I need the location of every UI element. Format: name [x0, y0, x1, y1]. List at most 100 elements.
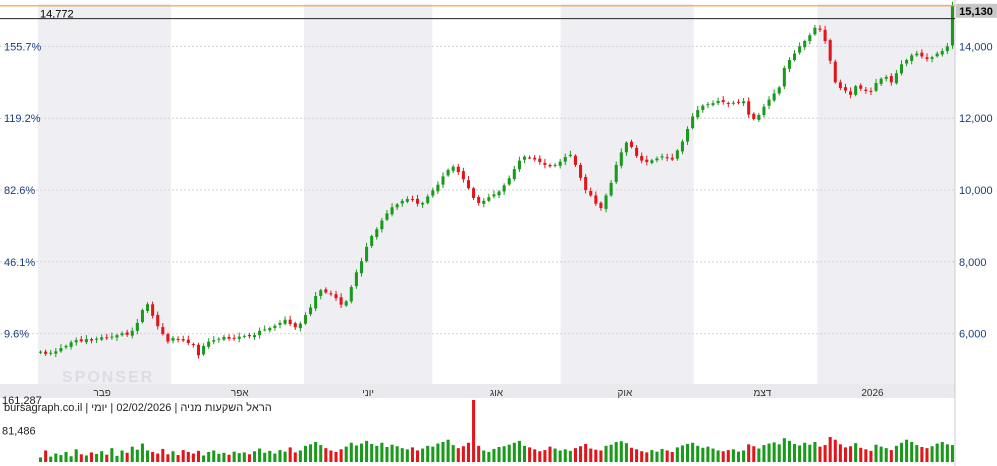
- candle-body: [731, 102, 735, 104]
- candle-body: [390, 207, 394, 215]
- candle-body: [298, 323, 302, 329]
- candle-body: [135, 322, 139, 331]
- volume-bar: [624, 443, 628, 462]
- candle-body: [920, 52, 924, 57]
- candle-body: [655, 158, 659, 161]
- volume-bar: [910, 442, 914, 462]
- candle-body: [319, 290, 323, 297]
- candle-body: [405, 199, 409, 202]
- volume-bar: [110, 448, 114, 462]
- volume-bar: [686, 443, 690, 462]
- candle-body: [925, 57, 929, 59]
- volume-bar: [823, 445, 827, 462]
- volume-bar: [227, 454, 231, 462]
- candle-body: [635, 147, 639, 156]
- candle-body: [512, 169, 516, 180]
- volume-tick: 81,486: [2, 426, 36, 438]
- candle-body: [273, 325, 277, 328]
- candle-body: [314, 296, 318, 309]
- candle-body: [665, 157, 669, 159]
- volume-bar: [558, 450, 562, 462]
- volume-bar: [39, 457, 43, 462]
- candle-body: [69, 342, 73, 347]
- candle-body: [385, 213, 389, 220]
- month-bands: [38, 4, 955, 384]
- volume-bar: [752, 446, 756, 462]
- candle-body: [833, 61, 837, 83]
- volume-bar: [869, 450, 873, 462]
- volume-bar: [446, 439, 450, 462]
- volume-bar: [309, 444, 313, 462]
- candle-body: [879, 78, 883, 84]
- candle-body: [696, 109, 700, 118]
- candle-body: [640, 155, 644, 161]
- volume-bar: [242, 452, 246, 462]
- candle-body: [492, 194, 496, 197]
- candle-body: [79, 339, 83, 342]
- volume-bar: [339, 449, 343, 462]
- volume-bar: [74, 449, 78, 462]
- candle-body: [426, 196, 430, 203]
- candle-body: [283, 319, 287, 324]
- volume-bar: [196, 450, 201, 462]
- candle-body: [522, 156, 527, 160]
- candle-body: [446, 169, 450, 176]
- y-tick-left: 9.6%: [4, 329, 29, 341]
- volume-bar: [365, 440, 369, 462]
- candle-body: [222, 336, 226, 340]
- candle-body: [579, 164, 583, 178]
- last-price-label: 15,130: [959, 6, 993, 18]
- volume-bar: [655, 451, 659, 462]
- candle-body: [823, 29, 827, 41]
- y-tick-right: 6,000: [959, 329, 987, 341]
- volume-bar: [533, 449, 537, 462]
- volume-bar: [54, 453, 58, 462]
- candle-body: [502, 185, 506, 192]
- volume-bar: [884, 448, 888, 462]
- candle-body: [477, 197, 481, 203]
- volume-bar: [660, 448, 664, 462]
- volume-bar: [359, 443, 364, 462]
- volume-bar: [502, 446, 506, 462]
- candle-body: [538, 158, 542, 163]
- volume-bar: [736, 451, 741, 462]
- candle-body: [899, 64, 904, 74]
- candle-body: [864, 89, 868, 91]
- candle-body: [196, 344, 201, 356]
- candle-body: [400, 200, 404, 204]
- candle-body: [329, 293, 333, 295]
- volume-bar: [431, 446, 435, 462]
- candle-body: [44, 351, 48, 354]
- candle-body: [334, 294, 338, 299]
- volume-bars: [39, 400, 954, 462]
- volume-bar: [803, 442, 807, 462]
- reference-line: [0, 5, 955, 20]
- candle-body: [176, 338, 180, 340]
- volume-bar: [49, 456, 53, 462]
- volume-bar: [426, 445, 430, 462]
- volume-bar: [472, 400, 476, 462]
- y-tick-right: 8,000: [959, 257, 987, 269]
- candle-body: [370, 236, 374, 246]
- candle-body: [905, 60, 909, 64]
- candle-body: [84, 339, 88, 343]
- volume-bar: [843, 447, 847, 462]
- candle-body: [742, 101, 746, 104]
- candle-body: [686, 128, 690, 142]
- candle-body: [115, 335, 119, 338]
- reference-price-label: 14,772: [40, 9, 74, 21]
- candle-body: [614, 164, 618, 182]
- candle-body: [202, 345, 206, 355]
- volume-bar: [370, 443, 374, 462]
- candle-body: [940, 51, 944, 55]
- candle-body: [945, 46, 949, 52]
- candle-body: [854, 86, 858, 95]
- candle-body: [375, 229, 379, 237]
- volume-bar: [833, 439, 837, 462]
- candle-body: [721, 100, 725, 103]
- candle-body: [629, 141, 634, 147]
- candle-body: [171, 338, 175, 341]
- candle-body: [843, 87, 847, 91]
- candle-body: [191, 343, 195, 345]
